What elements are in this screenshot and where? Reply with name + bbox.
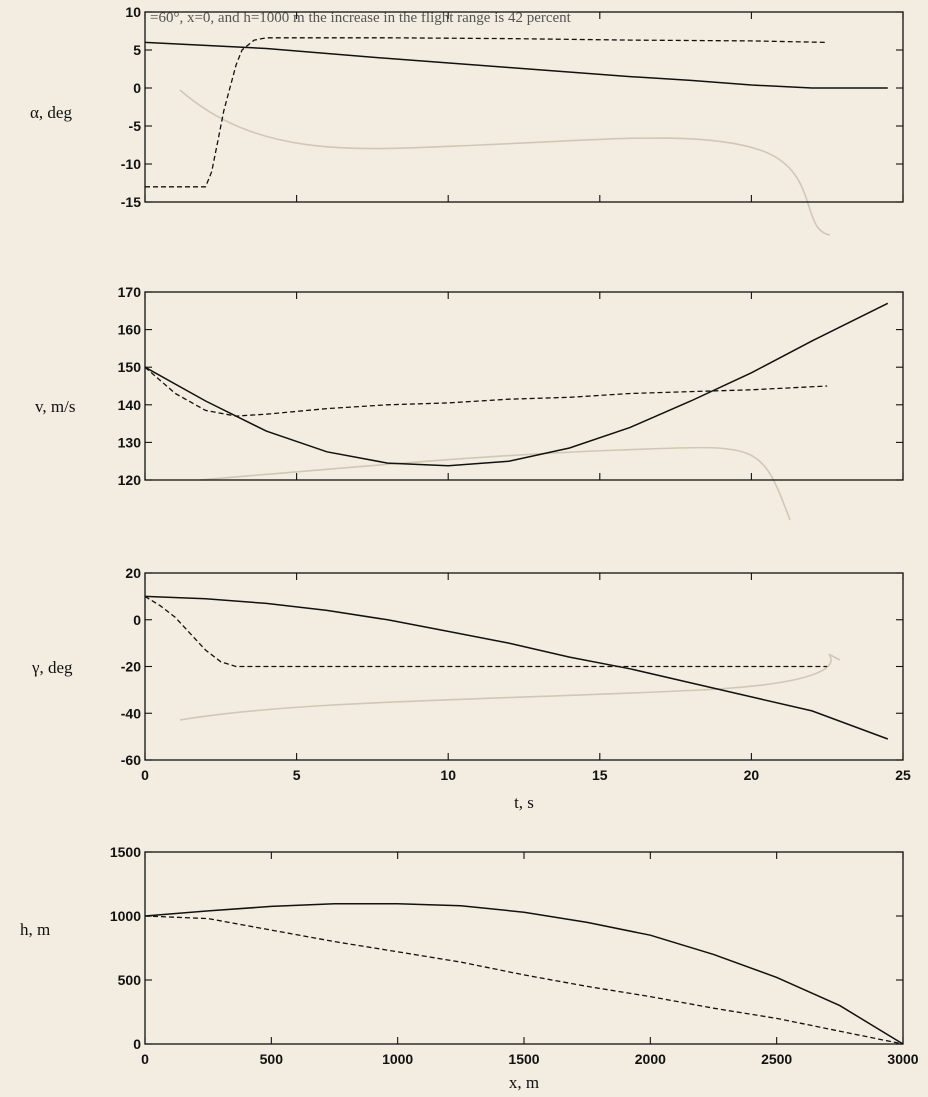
y-tick-label: 1500 (110, 844, 141, 860)
y-tick-label: 130 (118, 434, 142, 450)
y-tick-label: -20 (121, 659, 141, 675)
faint-bleed-through (179, 89, 841, 721)
plot-frame (144, 851, 904, 1045)
y-tick-label: 5 (133, 42, 141, 58)
x-tick-label: 1500 (508, 1051, 539, 1067)
series-line-dashed (144, 366, 828, 417)
series-line-solid (144, 41, 888, 89)
x-tick-label: 1000 (382, 1051, 413, 1067)
y-tick-label: 120 (118, 472, 142, 488)
ghost-curve (199, 446, 791, 521)
y-tick-label: -40 (121, 705, 141, 721)
y-tick-label: 150 (118, 359, 142, 375)
series-line-dashed (144, 915, 904, 1045)
y-tick-label: -60 (121, 752, 141, 768)
y-tick-label: 500 (118, 972, 142, 988)
y-tick-label: -5 (129, 118, 142, 134)
x-tick-label: 20 (744, 767, 760, 783)
y-tick-label: 20 (125, 565, 141, 581)
y-tick-label: -15 (121, 194, 141, 210)
x-tick-label: 10 (440, 767, 456, 783)
ghost-curve (179, 89, 831, 236)
chart-alpha: -15 -10 -5 0 5 10 α, deg (30, 4, 904, 210)
series-line-dashed (144, 595, 828, 668)
x-tick-label: 0 (141, 767, 149, 783)
y-axis-label: h, m (20, 920, 50, 939)
series-line-solid (144, 302, 889, 467)
y-tick-label: 10 (125, 4, 141, 20)
series-line-dashed (145, 37, 828, 188)
y-tick-label: 140 (118, 397, 142, 413)
chart-h: 0 500 1000 1500 0 500 1000 1500 2000 2500 3000 h, m… (20, 844, 919, 1092)
y-tick-label: 0 (133, 612, 141, 628)
y-axis-label: α, deg (30, 103, 72, 122)
series-line-solid (144, 903, 904, 1045)
y-axis-label: v, m/s (35, 397, 75, 416)
chart-gamma: -60 -40 -20 0 20 0 5 10 15 20 25 γ, deg t, s (31, 565, 911, 812)
ghost-curve (179, 653, 841, 721)
x-tick-label: 2500 (761, 1051, 792, 1067)
x-tick-label: 3000 (887, 1051, 918, 1067)
x-axis-label: t, s (514, 793, 534, 812)
plot-frame (144, 11, 904, 203)
x-tick-label: 5 (293, 767, 301, 783)
chart-v: 120 130 140 150 160 170 v, m/s (35, 284, 904, 488)
y-tick-label: 0 (133, 1036, 141, 1052)
x-tick-label: 2000 (635, 1051, 666, 1067)
y-tick-label: 160 (118, 322, 142, 338)
series-line-solid (144, 595, 889, 740)
y-tick-label: 1000 (110, 908, 141, 924)
y-tick-label: 0 (133, 80, 141, 96)
header-text: =60°, x=0, and h=1000 m the increase in … (150, 10, 572, 26)
plot-frame (144, 291, 904, 481)
x-axis-label: x, m (509, 1073, 539, 1092)
y-axis-label: γ, deg (31, 658, 73, 677)
x-tick-label: 25 (895, 767, 911, 783)
x-tick-label: 0 (141, 1051, 149, 1067)
y-tick-label: 170 (118, 284, 142, 300)
x-tick-label: 500 (260, 1051, 284, 1067)
y-tick-label: -10 (121, 156, 141, 172)
x-tick-label: 15 (592, 767, 608, 783)
